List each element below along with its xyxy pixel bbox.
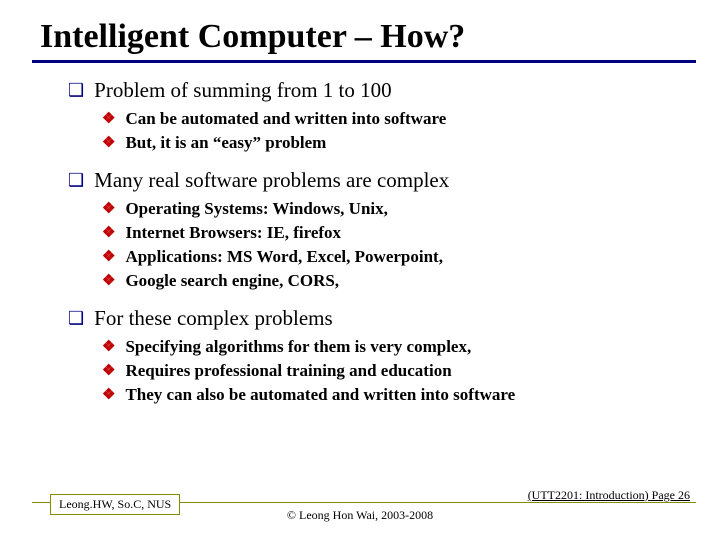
- section-3-items: ❖ Specifying algorithms for them is very…: [68, 335, 688, 407]
- diamond-bullet-icon: ❖: [102, 221, 115, 245]
- item-text: Specifying algorithms for them is very c…: [125, 335, 471, 359]
- diamond-bullet-icon: ❖: [102, 197, 115, 221]
- square-bullet-icon: ❑: [68, 77, 84, 103]
- item-text: Internet Browsers: IE, firefox: [125, 221, 341, 245]
- item-text: Can be automated and written into softwa…: [125, 107, 446, 131]
- section-2: ❑ Many real software problems are comple…: [68, 167, 688, 293]
- list-item: ❖ Google search engine, CORS,: [102, 269, 688, 293]
- square-bullet-icon: ❑: [68, 167, 84, 193]
- slide-content: ❑ Problem of summing from 1 to 100 ❖ Can…: [40, 77, 688, 407]
- list-item: ❖ But, it is an “easy” problem: [102, 131, 688, 155]
- item-text: They can also be automated and written i…: [125, 383, 515, 407]
- item-text: But, it is an “easy” problem: [125, 131, 326, 155]
- section-1: ❑ Problem of summing from 1 to 100 ❖ Can…: [68, 77, 688, 155]
- section-heading: Problem of summing from 1 to 100: [94, 77, 392, 103]
- footer-page-ref: (UTT2201: Introduction) Page 26: [528, 488, 690, 503]
- slide-title: Intelligent Computer – How?: [40, 18, 688, 56]
- item-text: Google search engine, CORS,: [125, 269, 339, 293]
- diamond-bullet-icon: ❖: [102, 359, 115, 383]
- section-2-items: ❖ Operating Systems: Windows, Unix, ❖ In…: [68, 197, 688, 293]
- section-1-items: ❖ Can be automated and written into soft…: [68, 107, 688, 155]
- diamond-bullet-icon: ❖: [102, 131, 115, 155]
- diamond-bullet-icon: ❖: [102, 245, 115, 269]
- item-text: Requires professional training and educa…: [125, 359, 451, 383]
- diamond-bullet-icon: ❖: [102, 269, 115, 293]
- list-item: ❖ Internet Browsers: IE, firefox: [102, 221, 688, 245]
- section-heading: For these complex problems: [94, 305, 333, 331]
- list-item: ❖ Applications: MS Word, Excel, Powerpoi…: [102, 245, 688, 269]
- list-item: ❖ Specifying algorithms for them is very…: [102, 335, 688, 359]
- item-text: Applications: MS Word, Excel, Powerpoint…: [125, 245, 443, 269]
- slide-footer: Leong.HW, So.C, NUS © Leong Hon Wai, 200…: [0, 496, 720, 528]
- diamond-bullet-icon: ❖: [102, 383, 115, 407]
- diamond-bullet-icon: ❖: [102, 107, 115, 131]
- title-underline: [32, 60, 696, 63]
- list-item: ❖ Operating Systems: Windows, Unix,: [102, 197, 688, 221]
- section-3: ❑ For these complex problems ❖ Specifyin…: [68, 305, 688, 407]
- list-item: ❖ Requires professional training and edu…: [102, 359, 688, 383]
- footer-copyright: © Leong Hon Wai, 2003-2008: [0, 508, 720, 523]
- slide: Intelligent Computer – How? ❑ Problem of…: [0, 0, 720, 540]
- square-bullet-icon: ❑: [68, 305, 84, 331]
- diamond-bullet-icon: ❖: [102, 335, 115, 359]
- list-item: ❖ Can be automated and written into soft…: [102, 107, 688, 131]
- item-text: Operating Systems: Windows, Unix,: [125, 197, 387, 221]
- list-item: ❖ They can also be automated and written…: [102, 383, 688, 407]
- section-heading: Many real software problems are complex: [94, 167, 449, 193]
